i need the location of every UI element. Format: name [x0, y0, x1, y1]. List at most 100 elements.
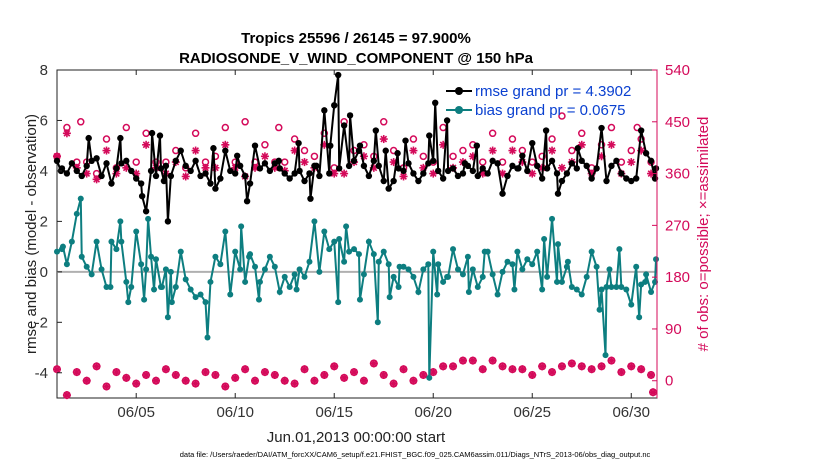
obs-daily-assimilated-point	[72, 368, 81, 377]
bias-point	[336, 236, 343, 243]
obs-daily-assimilated-point	[231, 373, 240, 382]
obs-daily-assimilated-point	[379, 370, 388, 379]
bias-point	[554, 278, 560, 285]
bias-point	[153, 256, 160, 263]
rmse-point	[489, 157, 496, 165]
bias-point	[509, 261, 516, 268]
obs-daily-assimilated-point	[538, 362, 547, 371]
bias-point	[606, 266, 613, 273]
rmse-point	[533, 162, 541, 170]
obs-daily-assimilated-point	[82, 376, 91, 385]
rmse-point	[103, 160, 110, 167]
bias-point	[465, 289, 472, 296]
rmse-point	[568, 160, 576, 167]
rmse-point	[160, 177, 168, 185]
rmse-point	[385, 185, 392, 192]
obs-daily-assimilated-point	[488, 356, 497, 365]
obs-possible-point	[275, 123, 283, 132]
bias-point	[514, 248, 521, 255]
bias-point	[145, 215, 152, 222]
rmse-point	[108, 180, 115, 187]
bias-point	[192, 294, 199, 301]
obs-daily-assimilated-point	[142, 370, 151, 379]
bias-point	[603, 283, 610, 290]
rmse-point	[117, 134, 124, 142]
obs-assimilated-point	[201, 163, 210, 172]
rmse-point	[326, 170, 333, 177]
rmse-point	[93, 155, 100, 162]
rmse-point	[296, 167, 303, 175]
obs-possible-point	[627, 146, 636, 155]
obs-possible-point	[77, 118, 85, 126]
rmse-point	[509, 162, 516, 170]
obs-possible-point	[191, 129, 200, 138]
bias-point	[563, 263, 570, 270]
rmse-point	[538, 175, 546, 182]
x-tick-label: 06/20	[414, 404, 452, 421]
legend-rmse-label: rmse grand pr = 4.3902	[475, 83, 631, 100]
rmse-point	[345, 162, 353, 170]
y-left-tick-label: -4	[35, 365, 48, 382]
rmse-point	[382, 147, 389, 154]
rmse-point	[603, 177, 610, 185]
bias-point	[524, 256, 531, 263]
obs-assimilated-point	[548, 146, 557, 155]
bias-point	[202, 299, 209, 306]
bias-point	[598, 286, 605, 293]
obs-daily-assimilated-point	[508, 365, 517, 374]
y-left-tick-label: 0	[40, 264, 48, 281]
obs-possible-point	[320, 129, 329, 138]
bias-point	[164, 314, 171, 321]
obs-daily-assimilated-point	[458, 356, 467, 365]
bias-point	[217, 261, 224, 268]
bias-point	[415, 289, 422, 296]
rmse-point	[350, 157, 358, 165]
rmse-point	[217, 175, 224, 182]
bias-point	[454, 266, 461, 273]
y-right-tick-label: 90	[665, 321, 682, 338]
obs-possible-point	[548, 135, 556, 143]
rmse-point	[331, 102, 338, 109]
obs-possible-point	[122, 123, 131, 132]
bias-point	[459, 271, 466, 278]
bias-point	[374, 319, 381, 326]
bias-point	[653, 256, 660, 263]
bias-point	[420, 266, 427, 273]
rmse-point	[454, 172, 462, 180]
bias-point	[346, 248, 353, 255]
bias-point	[222, 228, 229, 235]
rmse-point	[355, 147, 363, 154]
rmse-point	[227, 167, 234, 175]
rmse-point	[152, 172, 160, 180]
obs-assimilated-point	[330, 169, 339, 178]
bias-point	[238, 223, 245, 230]
rmse-point	[420, 170, 427, 177]
bias-point	[356, 296, 363, 303]
bias-point	[207, 278, 214, 285]
bias-point	[341, 258, 348, 265]
y-axis-label-left: rmse and bias (model - observation)	[23, 114, 40, 354]
rmse-point	[633, 175, 640, 182]
obs-daily-assimilated-point	[181, 376, 190, 385]
obs-possible-point	[488, 129, 497, 138]
rmse-point	[494, 160, 501, 167]
bias-point	[133, 228, 140, 235]
bias-point	[54, 248, 60, 255]
bias-point	[445, 273, 452, 280]
bias-point	[63, 261, 70, 268]
obs-daily-assimilated-point	[647, 370, 656, 379]
legend-rmse-marker	[455, 87, 463, 95]
obs-assimilated-point	[221, 140, 230, 149]
rmse-point	[558, 177, 566, 185]
bias-point	[568, 283, 575, 290]
rmse-point	[473, 142, 481, 149]
bias-point	[355, 251, 362, 258]
y-right-tick-label: 180	[665, 269, 690, 286]
bias-point	[430, 248, 437, 255]
rmse-point	[370, 157, 378, 165]
y-left-tick-label: 4	[40, 163, 48, 180]
bias-point	[77, 195, 84, 202]
bias-point	[266, 253, 273, 260]
rmse-point	[588, 175, 595, 182]
bias-point	[291, 271, 298, 278]
